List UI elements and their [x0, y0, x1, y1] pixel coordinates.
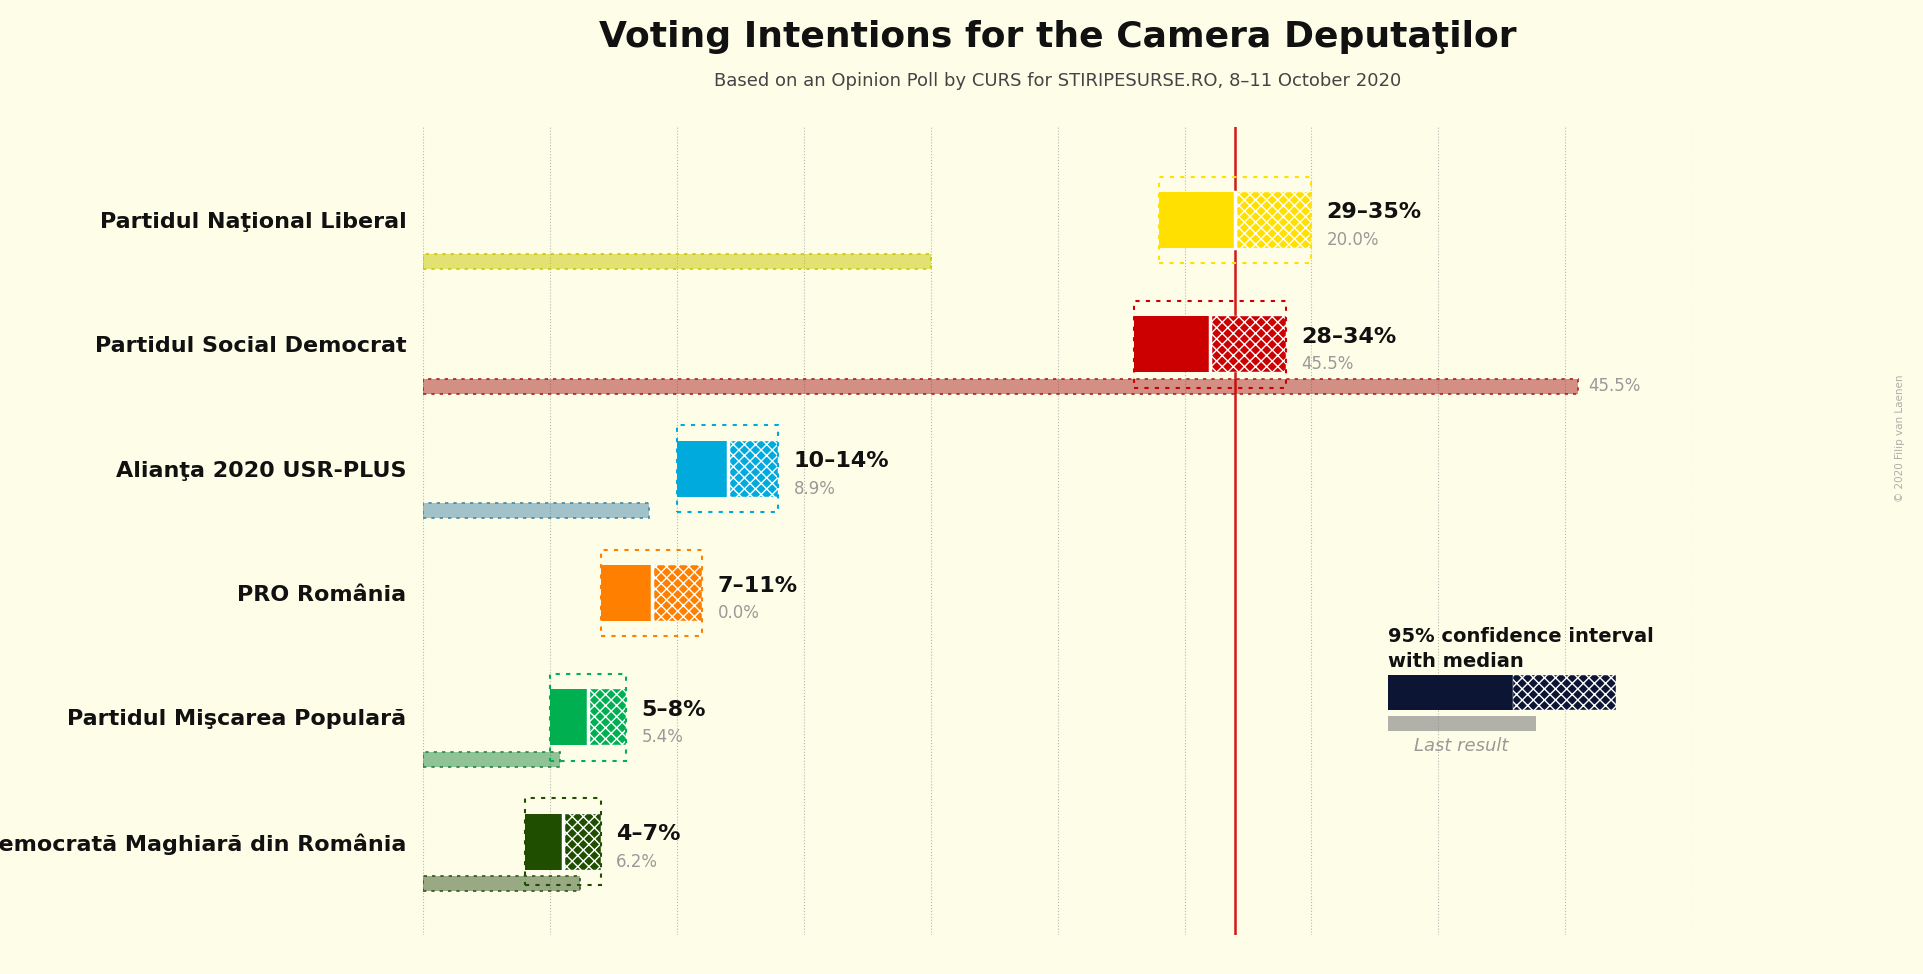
Text: Based on an Opinion Poll by CURS for STIRIPESURSE.RO, 8–11 October 2020: Based on an Opinion Poll by CURS for STI… [713, 72, 1402, 91]
Text: 28–34%: 28–34% [1302, 327, 1396, 347]
Bar [525, 813, 563, 870]
Bar [1160, 176, 1311, 263]
Text: 45.5%: 45.5% [1302, 356, 1354, 373]
Text: © 2020 Filip van Laenen: © 2020 Filip van Laenen [1894, 375, 1906, 502]
Text: 29–35%: 29–35% [1327, 203, 1421, 222]
Bar [1388, 716, 1536, 731]
Text: 45.5%: 45.5% [1588, 377, 1640, 395]
Text: Last result: Last result [1413, 737, 1508, 755]
Bar [550, 690, 588, 745]
Bar [423, 379, 1579, 393]
Bar [1388, 675, 1513, 710]
Bar [677, 426, 779, 512]
Bar [550, 674, 627, 761]
Bar [525, 799, 600, 885]
Bar [1160, 192, 1235, 248]
Text: 4–7%: 4–7% [615, 824, 681, 844]
Text: 5–8%: 5–8% [642, 700, 706, 720]
Bar [423, 877, 581, 891]
Bar [423, 752, 560, 767]
Bar [1513, 675, 1615, 710]
Bar [423, 379, 1579, 393]
Text: 10–14%: 10–14% [794, 451, 888, 471]
Bar [600, 565, 652, 621]
Bar [677, 440, 727, 497]
Text: 8.9%: 8.9% [794, 479, 835, 498]
Text: 5.4%: 5.4% [642, 729, 683, 746]
Bar [423, 504, 648, 518]
Text: 6.2%: 6.2% [615, 852, 658, 871]
Bar [423, 504, 648, 518]
Bar [423, 254, 931, 270]
Bar [423, 752, 560, 767]
Bar [423, 877, 581, 891]
Bar [563, 813, 600, 870]
Bar [1235, 192, 1311, 248]
Bar [727, 440, 779, 497]
Bar [588, 690, 627, 745]
Bar [1135, 301, 1286, 388]
Bar [1135, 317, 1210, 372]
Bar [423, 254, 931, 270]
Text: Voting Intentions for the Camera Deputaţilor: Voting Intentions for the Camera Deputaţ… [598, 19, 1517, 54]
Bar [600, 549, 702, 636]
Text: 20.0%: 20.0% [1327, 231, 1379, 248]
Text: 0.0%: 0.0% [717, 604, 760, 622]
Text: 7–11%: 7–11% [717, 576, 798, 595]
Bar [1210, 317, 1286, 372]
Bar [652, 565, 702, 621]
Text: 95% confidence interval
with median: 95% confidence interval with median [1388, 627, 1654, 671]
